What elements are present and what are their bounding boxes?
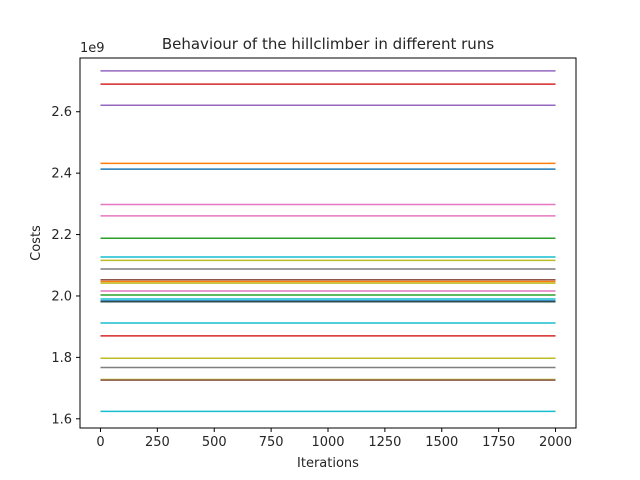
y-tick-label: 2.6 (51, 105, 72, 120)
x-tick-label: 250 (145, 435, 170, 450)
x-tick-label: 1000 (311, 435, 344, 450)
x-axis-label: Iterations (297, 456, 359, 471)
x-tick-label: 750 (259, 435, 284, 450)
y-tick-label: 2.4 (51, 167, 72, 182)
y-axis-ticks: 1.6 1.8 2.0 2.2 2.4 2.6 (51, 105, 80, 427)
x-tick-label: 1500 (425, 435, 458, 450)
x-tick-label: 2000 (539, 435, 572, 450)
x-tick-label: 0 (96, 435, 104, 450)
x-axis-ticks: 0 250 500 750 1000 1250 1500 1750 2000 (96, 428, 572, 450)
x-tick-label: 1750 (482, 435, 515, 450)
chart-title: Behaviour of the hillclimber in differen… (162, 35, 494, 53)
y-tick-label: 2.2 (51, 228, 72, 243)
y-axis-label: Costs (29, 225, 44, 261)
y-tick-label: 2.0 (51, 289, 72, 304)
y-offset-label: 1e9 (80, 41, 105, 56)
x-tick-label: 500 (202, 435, 227, 450)
y-tick-label: 1.8 (51, 351, 72, 366)
plot-series (100, 70, 556, 413)
x-tick-label: 1250 (368, 435, 401, 450)
plot-frame (79, 57, 577, 429)
y-tick-label: 1.6 (51, 412, 72, 427)
